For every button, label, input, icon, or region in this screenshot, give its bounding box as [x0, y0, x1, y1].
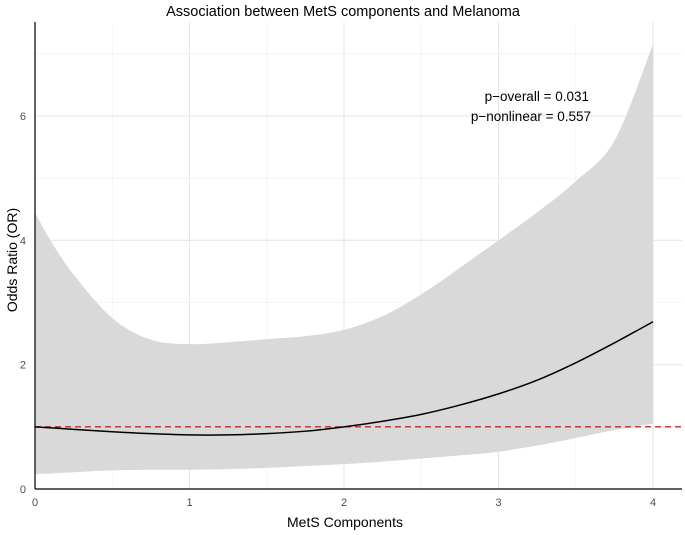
x-tick-label: 4: [650, 497, 656, 509]
or-curve: [34, 321, 654, 436]
y-tick-label: 6: [20, 111, 26, 123]
confidence-band: [35, 44, 653, 475]
p-nonlinear-annotation: p−nonlinear = 0.557: [471, 109, 591, 124]
y-tick-label: 2: [20, 360, 26, 372]
x-tick-label: 2: [341, 497, 347, 509]
y-axis-ticks: 0 2 4 6: [20, 111, 26, 496]
y-tick-label: 4: [20, 235, 26, 247]
p-overall-annotation: p−overall = 0.031: [485, 89, 589, 104]
x-tick-label: 0: [32, 497, 38, 509]
y-tick-label: 0: [20, 484, 26, 496]
x-tick-label: 1: [186, 497, 192, 509]
x-tick-label: 3: [495, 497, 501, 509]
chart-title: Association between MetS components and …: [166, 4, 521, 20]
x-axis-title: MetS Components: [287, 514, 403, 530]
x-axis-ticks: 0 1 2 3 4: [32, 497, 656, 509]
y-axis-title: Odds Ratio (OR): [4, 208, 20, 312]
